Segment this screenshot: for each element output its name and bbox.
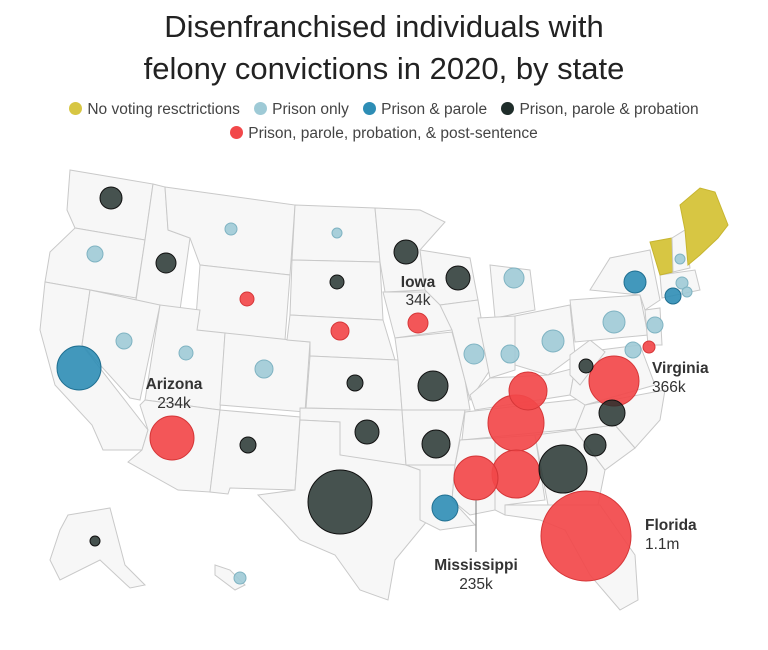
- callout-mississippi-value: 235k: [459, 576, 493, 593]
- state-ak: [49, 507, 147, 589]
- bubble-ut: [178, 345, 194, 361]
- bubble-wv: [578, 358, 594, 374]
- bubble-nh: [674, 253, 686, 265]
- bubble-oh: [541, 329, 565, 353]
- bubble-wi: [445, 265, 471, 291]
- bubble-ar: [421, 429, 451, 459]
- legend-swatch-parole: [363, 102, 377, 115]
- bubble-mo: [417, 370, 449, 402]
- bubble-tx: [307, 469, 373, 535]
- state-in: [477, 315, 516, 379]
- bubble-md: [646, 316, 664, 334]
- legend: No voting resctrictions Prison only Pris…: [0, 101, 768, 119]
- legend-label-probation: Prison, parole & probation: [519, 101, 699, 118]
- bubble-in: [500, 344, 520, 364]
- legend-row-2: Prison, parole, probation, & post-senten…: [0, 125, 768, 143]
- bubble-mi: [503, 267, 525, 289]
- legend-item-post: Prison, parole, probation, & post-senten…: [230, 125, 538, 143]
- bubble-va: [588, 355, 640, 407]
- bubble-ga: [538, 444, 588, 494]
- bubble-il: [463, 343, 485, 365]
- callout-mississippi-name: Mississippi: [434, 557, 518, 574]
- legend-label-post: Prison, parole, probation, & post-senten…: [248, 125, 538, 142]
- bubble-nc: [598, 399, 626, 427]
- callout-iowa-value: 34k: [406, 292, 431, 309]
- callout-labels: Iowa 34k Arizona 234k Virginia 366k Flor…: [146, 274, 709, 593]
- bubble-hi: [233, 571, 247, 585]
- bubble-fl: [540, 490, 632, 582]
- legend-item-parole: Prison & parole: [363, 101, 487, 119]
- bubble-nd: [331, 227, 343, 239]
- legend-item-prison: Prison only: [254, 101, 349, 119]
- bubble-pa: [602, 310, 626, 334]
- legend-label-prison: Prison only: [272, 101, 349, 118]
- title-line-1: Disenfranchised individuals with: [164, 9, 604, 44]
- bubble-mt: [224, 222, 238, 236]
- bubble-ms: [453, 455, 499, 501]
- bubble-de: [642, 340, 656, 354]
- bubble-nm: [239, 436, 257, 454]
- bubble-ca: [56, 345, 102, 391]
- bubble-sd: [329, 274, 345, 290]
- bubble-ne: [330, 321, 350, 341]
- bubble-sc: [583, 433, 607, 457]
- callout-florida-name: Florida: [645, 517, 697, 534]
- state-sd: [289, 259, 384, 321]
- bubble-ri: [681, 286, 693, 298]
- bubble-nj: [624, 341, 642, 359]
- state-me: [679, 187, 729, 266]
- legend-swatch-none: [69, 102, 83, 115]
- bubble-la: [431, 494, 459, 522]
- bubble-or: [86, 245, 104, 263]
- bubble-ia: [407, 312, 429, 334]
- legend-swatch-probation: [501, 102, 515, 115]
- title-line-2: felony convictions in 2020, by state: [143, 51, 625, 86]
- legend-label-parole: Prison & parole: [381, 101, 488, 118]
- callout-virginia-value: 366k: [652, 379, 686, 396]
- legend-swatch-post: [230, 126, 244, 139]
- bubble-nv: [115, 332, 133, 350]
- bubble-ok: [354, 419, 380, 445]
- legend-item-probation: Prison, parole & probation: [501, 101, 699, 119]
- chart-title: Disenfranchised individuals with felony …: [0, 6, 768, 90]
- bubble-wa: [99, 186, 123, 210]
- legend-item-none: No voting resctrictions: [69, 101, 240, 119]
- bubble-co: [254, 359, 274, 379]
- callout-iowa-name: Iowa: [401, 274, 436, 291]
- bubble-id: [155, 252, 177, 274]
- bubble-az: [149, 415, 195, 461]
- callout-arizona-value: 234k: [157, 395, 191, 412]
- bubble-ky: [508, 371, 548, 411]
- bubble-al: [491, 449, 541, 499]
- bubble-ny: [623, 270, 647, 294]
- bubble-ak: [89, 535, 101, 547]
- bubble-ct: [664, 287, 682, 305]
- bubble-ks: [346, 374, 364, 392]
- state-nm: [209, 409, 301, 495]
- callout-arizona-name: Arizona: [146, 376, 203, 393]
- legend-swatch-prison: [254, 102, 268, 115]
- callout-florida-value: 1.1m: [645, 536, 679, 553]
- legend-label-none: No voting resctrictions: [87, 101, 240, 118]
- bubble-wy: [239, 291, 255, 307]
- callout-virginia-name: Virginia: [652, 360, 709, 377]
- bubble-layer: [56, 186, 693, 585]
- bubble-mn: [393, 239, 419, 265]
- bubble-ma: [675, 276, 689, 290]
